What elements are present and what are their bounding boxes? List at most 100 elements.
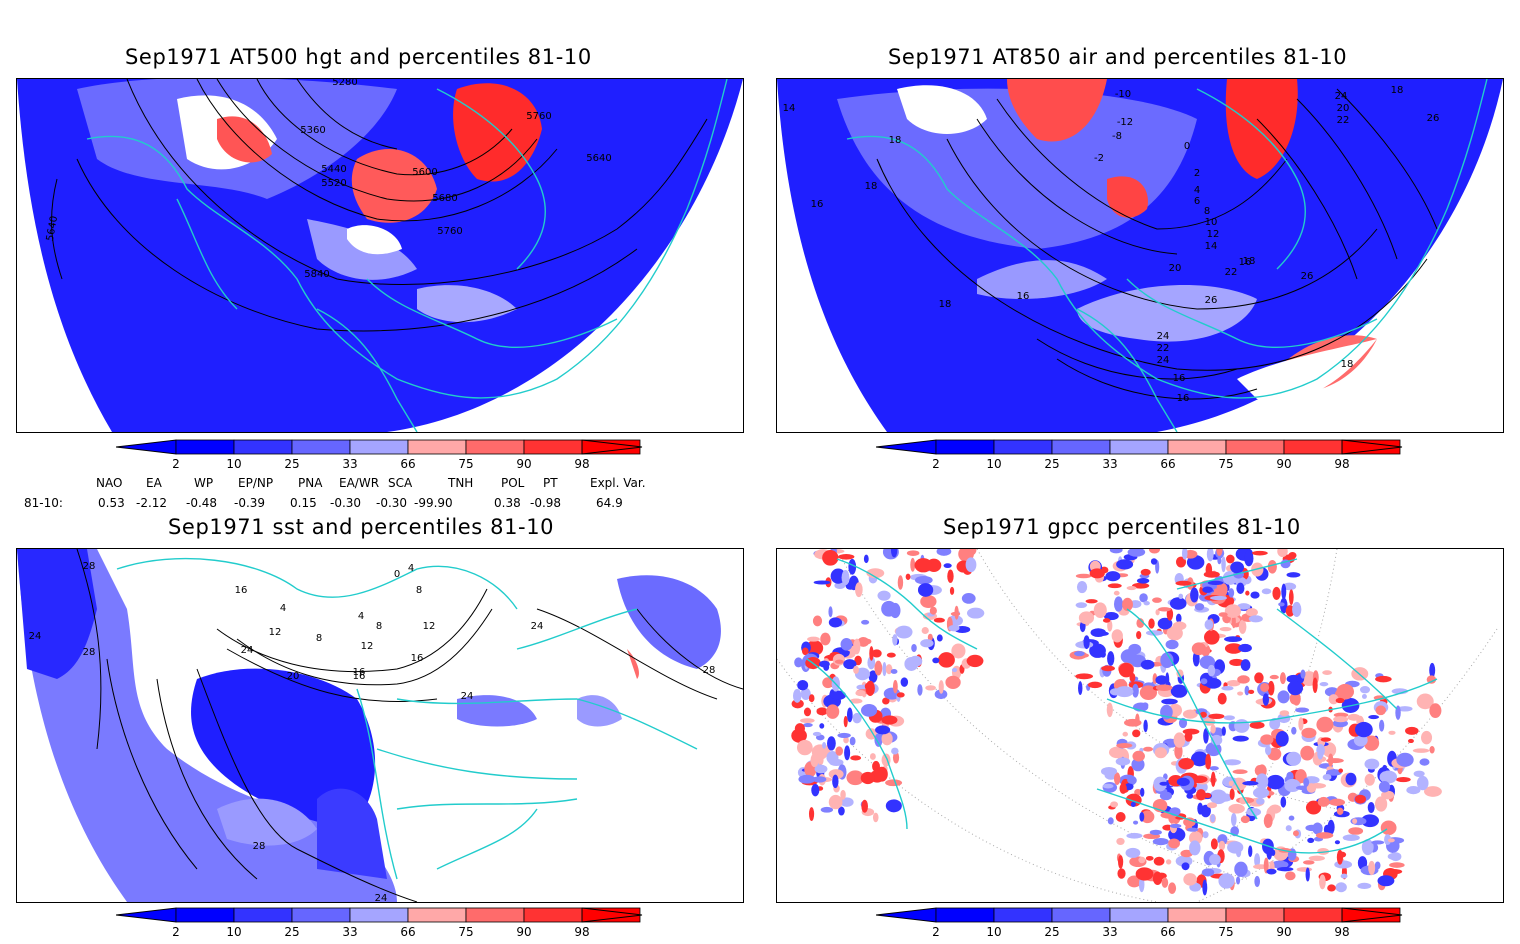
index-value: -0.39 — [234, 496, 266, 510]
index-value: -99.90 — [414, 496, 453, 510]
air-contour-label: -12 — [1117, 117, 1133, 128]
precip-anomaly-blob — [1205, 742, 1222, 757]
precip-anomaly-blob — [1248, 845, 1253, 858]
sst-contour-label: 4 — [358, 611, 364, 622]
precip-anomaly-blob — [1127, 549, 1146, 557]
precip-anomaly-blob — [1256, 797, 1265, 805]
precip-anomaly-blob — [1334, 860, 1353, 869]
colorbar-low-arrow — [115, 907, 177, 923]
precip-anomaly-blob — [1132, 683, 1139, 698]
precip-anomaly-blob — [1269, 674, 1279, 680]
precip-anomaly-blob — [841, 570, 850, 586]
air-contour-label: 18 — [1391, 85, 1404, 96]
precip-anomaly-blob — [794, 723, 805, 734]
sst-contour-label: 28 — [83, 561, 96, 572]
precip-anomaly-blob — [1078, 611, 1095, 625]
precip-anomaly-blob — [1075, 602, 1088, 609]
precip-anomaly-blob — [1229, 788, 1235, 800]
precip-anomaly-blob — [1210, 814, 1216, 823]
precip-anomaly-blob — [1295, 707, 1310, 713]
air-contour-label: 6 — [1194, 196, 1200, 207]
precip-anomaly-blob — [1296, 867, 1312, 872]
precip-anomaly-blob — [1254, 875, 1260, 888]
precip-anomaly-blob — [1122, 731, 1129, 737]
precip-anomaly-blob — [965, 557, 977, 573]
precip-anomaly-blob — [874, 733, 883, 747]
precip-anomaly-blob — [1202, 831, 1209, 839]
index-header: NAO — [96, 476, 123, 490]
index-header: Expl. Var. — [590, 476, 646, 490]
precip-anomaly-blob — [934, 689, 948, 700]
precip-anomaly-blob — [813, 580, 831, 585]
colorbar-panel-4: 2 10 25 33 66 75 90 98 — [875, 906, 1406, 940]
precip-anomaly-blob — [1087, 681, 1103, 689]
colorbar-tick-label: 98 — [1334, 457, 1349, 471]
precip-anomaly-blob — [1139, 685, 1158, 700]
precip-anomaly-blob — [1127, 776, 1137, 784]
precip-anomaly-blob — [1157, 617, 1173, 630]
precip-anomaly-blob — [881, 732, 893, 746]
precip-anomaly-blob — [826, 750, 839, 764]
precip-anomaly-blob — [1130, 801, 1136, 807]
precip-anomaly-blob — [1165, 639, 1179, 650]
precip-anomaly-blob — [1136, 577, 1150, 584]
precip-anomaly-blob — [885, 779, 903, 787]
precip-anomaly-blob — [834, 659, 844, 664]
precip-anomaly-blob — [819, 723, 825, 729]
precip-anomaly-blob — [1085, 599, 1098, 604]
precip-anomaly-blob — [1413, 770, 1425, 777]
precip-anomaly-blob — [1182, 709, 1198, 719]
precip-anomaly-blob — [1103, 612, 1119, 621]
precip-anomaly-blob — [1340, 873, 1348, 879]
index-header: TNH — [448, 476, 474, 490]
precip-anomaly-blob — [1075, 673, 1094, 680]
precip-anomaly-blob — [1169, 823, 1182, 829]
precip-anomaly-blob — [1140, 568, 1151, 576]
precip-anomaly-blob — [1275, 730, 1289, 747]
precip-anomaly-blob — [822, 549, 839, 566]
precip-anomaly-blob — [1186, 827, 1199, 832]
sst-contour-label: 28 — [253, 841, 266, 852]
precip-anomaly-blob — [1224, 604, 1241, 618]
precip-anomaly-blob — [1371, 840, 1385, 845]
colorbar-swatch-red — [1167, 439, 1227, 455]
precip-anomaly-blob — [1190, 587, 1199, 603]
precip-anomaly-blob — [1205, 753, 1212, 770]
precip-anomaly-blob — [1207, 580, 1224, 586]
colorbar-tick-label: 90 — [516, 925, 531, 939]
precip-anomaly-blob — [1406, 785, 1421, 795]
sst-contour-label: 16 — [353, 671, 366, 682]
precip-anomaly-blob — [943, 563, 952, 569]
precip-anomaly-blob — [1140, 787, 1145, 797]
colorbar-tick-label: 75 — [1218, 457, 1233, 471]
precip-anomaly-blob — [890, 669, 898, 674]
precip-anomaly-blob — [814, 764, 828, 774]
precip-anomaly-blob — [1251, 550, 1268, 556]
precip-anomaly-blob — [1244, 550, 1254, 567]
precip-anomaly-blob — [1244, 685, 1250, 696]
colorbar-high-arrow — [581, 907, 643, 923]
precip-anomaly-blob — [1250, 591, 1260, 599]
precip-anomaly-blob — [807, 636, 820, 642]
precip-anomaly-blob — [1384, 834, 1392, 846]
air-contour-label: 26 — [1301, 271, 1314, 282]
precip-anomaly-blob — [1354, 721, 1373, 738]
precip-anomaly-blob — [1145, 855, 1154, 861]
precip-anomaly-blob — [855, 582, 863, 598]
precip-anomaly-blob — [1217, 556, 1222, 565]
air-contour-label: 16 — [1177, 393, 1190, 404]
precip-anomaly-blob — [1416, 693, 1434, 710]
precip-anomaly-blob — [1119, 783, 1127, 794]
air-contour-label: 24 — [1157, 355, 1170, 366]
precip-anomaly-blob — [1170, 684, 1188, 698]
colorbar-swatch-red — [465, 439, 525, 455]
precip-anomaly-blob — [832, 774, 839, 789]
index-value: -0.30 — [330, 496, 362, 510]
precip-anomaly-blob — [1186, 555, 1205, 570]
precip-anomaly-blob — [818, 660, 830, 668]
precip-anomaly-blob — [1148, 549, 1161, 554]
precip-anomaly-blob — [914, 558, 933, 573]
precip-anomaly-blob — [1328, 753, 1334, 767]
precip-anomaly-blob — [1107, 619, 1113, 632]
air-contour-label: 20 — [1337, 103, 1350, 114]
